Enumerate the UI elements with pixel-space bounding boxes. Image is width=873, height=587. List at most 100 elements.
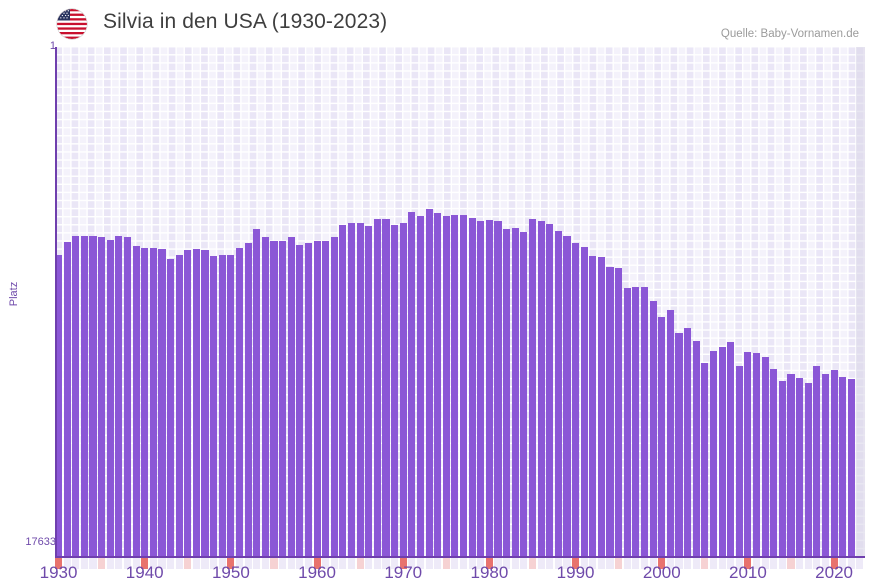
y-axis-tick-bottom: 17633: [25, 536, 56, 548]
x-axis-tick-mark: [115, 558, 123, 569]
x-axis-tick-mark: [735, 558, 743, 569]
x-axis-tick-mark: [546, 558, 554, 569]
bar: [847, 378, 855, 558]
chart-plot-area: [55, 47, 865, 558]
x-axis-tick-mark: [572, 558, 580, 569]
x-axis-tick-mark: [727, 558, 735, 569]
x-axis-tick-mark: [425, 558, 433, 569]
x-axis-tick-mark: [692, 558, 700, 569]
bar-series: [55, 47, 865, 558]
bar: [408, 212, 416, 558]
x-axis-tick-mark: [201, 558, 209, 569]
bar: [658, 317, 666, 558]
bar: [563, 236, 571, 558]
x-axis-tick-mark: [356, 558, 364, 569]
x-axis-tick-mark: [322, 558, 330, 569]
bar: [597, 256, 605, 558]
x-axis-tick-mark: [210, 558, 218, 569]
bar: [201, 249, 209, 558]
x-axis-tick-mark: [554, 558, 562, 569]
bar: [477, 221, 485, 558]
x-axis-tick-mark: [235, 558, 244, 569]
bar: [606, 267, 614, 558]
x-axis-tick-mark: [503, 558, 511, 569]
bar: [296, 244, 304, 558]
x-axis-tick-mark: [787, 558, 795, 569]
x-axis-tick-mark: [847, 558, 855, 569]
bar: [106, 240, 114, 558]
x-axis-tick-mark: [227, 558, 235, 569]
bar: [727, 342, 735, 558]
bar: [572, 243, 580, 558]
x-axis-tick-label: 1970: [384, 563, 423, 582]
x-axis-tick-mark: [615, 558, 623, 569]
x-axis-tick-marks: [55, 558, 865, 569]
bar: [615, 268, 623, 558]
x-axis-tick-mark: [279, 558, 287, 569]
x-axis-tick-mark: [813, 558, 821, 569]
bar: [434, 213, 442, 558]
bar: [158, 249, 166, 558]
bar: [528, 218, 537, 558]
x-axis-tick-mark: [537, 558, 545, 569]
bar: [537, 220, 545, 558]
bar: [322, 240, 330, 558]
x-axis-tick-mark: [149, 558, 157, 569]
x-axis-tick-mark: [106, 558, 114, 569]
x-axis-tick-mark: [709, 558, 717, 569]
x-axis-tick-mark: [623, 558, 631, 569]
bar: [692, 341, 700, 558]
x-axis-tick-label: 1990: [556, 563, 595, 582]
x-axis-tick-mark: [485, 558, 493, 569]
bar: [796, 377, 804, 558]
x-axis-tick-mark: [477, 558, 485, 569]
x-axis-tick-labels: 1930 1940 1950 1960 1970 1980 1990 2000 2010 2020: [0, 563, 873, 587]
y-axis-tick-top: 1: [49, 40, 56, 52]
bar: [546, 223, 554, 558]
x-axis-tick-mark: [658, 558, 666, 569]
bar: [451, 215, 459, 558]
bar: [554, 231, 562, 558]
bar: [804, 382, 812, 558]
bar: [141, 248, 149, 558]
bar: [149, 248, 157, 558]
bar: [80, 236, 88, 558]
bar: [684, 328, 692, 558]
x-axis-tick-label: 1940: [125, 563, 164, 582]
x-axis-tick-mark: [141, 558, 149, 569]
bar: [244, 243, 252, 558]
x-axis-tick-mark: [304, 558, 312, 569]
bar: [589, 256, 597, 558]
bar: [442, 215, 450, 558]
x-axis-tick-mark: [770, 558, 778, 569]
bar: [382, 219, 390, 558]
x-axis-tick-mark: [373, 558, 381, 569]
bar: [98, 237, 106, 558]
bar: [503, 229, 511, 558]
bar: [494, 220, 502, 558]
bar: [63, 242, 71, 558]
x-axis-tick-mark: [416, 558, 425, 569]
bar: [761, 357, 769, 558]
x-axis-tick-mark: [796, 558, 804, 569]
bar: [287, 237, 295, 558]
x-axis-tick-mark: [296, 558, 304, 569]
x-axis-tick-mark: [167, 558, 175, 569]
bar: [675, 333, 683, 558]
x-axis-tick-mark: [606, 558, 614, 569]
chart-header: Silvia in den USA (1930-2023) Quelle: Ba…: [0, 0, 873, 47]
bar: [313, 240, 321, 558]
x-axis-tick-label: 2020: [815, 563, 853, 582]
x-axis-tick-mark: [804, 558, 812, 569]
page-title: Silvia in den USA (1930-2023): [103, 10, 388, 33]
x-axis-tick-mark: [287, 558, 295, 569]
x-axis-tick-mark: [132, 558, 140, 569]
x-axis-tick-mark: [80, 558, 88, 569]
bar: [623, 287, 631, 558]
bar: [839, 377, 847, 558]
bar: [55, 255, 63, 558]
x-axis-tick-mark: [589, 558, 597, 569]
x-axis-tick-mark: [261, 558, 269, 569]
x-axis-tick-mark: [330, 558, 338, 569]
x-axis-tick-mark: [244, 558, 252, 569]
